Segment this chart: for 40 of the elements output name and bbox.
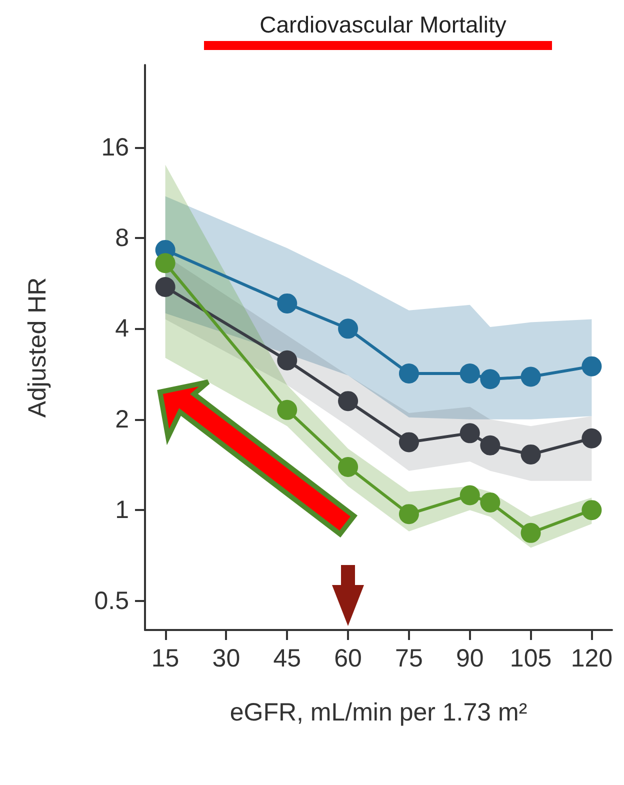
x-tick-label: 75 [395, 644, 423, 672]
point [480, 435, 500, 456]
point [277, 350, 298, 370]
point [582, 356, 602, 376]
x-tick-label: 120 [570, 644, 613, 672]
point [460, 423, 480, 444]
point [520, 366, 541, 387]
x-axis-title: eGFR, mL/min per 1.73 m² [230, 698, 528, 726]
point [155, 277, 176, 297]
point [398, 504, 419, 524]
x-tick-label: 30 [212, 644, 240, 672]
chart-title: Cardiovascular Mortality [260, 12, 507, 38]
y-tick-label: 0.5 [94, 586, 129, 615]
y-axis-title: Adjusted HR [24, 277, 52, 418]
x-tick-label: 90 [456, 644, 484, 672]
point [338, 318, 358, 339]
y-tick-label: 8 [115, 224, 129, 252]
point [520, 522, 541, 543]
point [338, 457, 358, 477]
x-tick-label: 105 [510, 644, 552, 672]
y-tick-label: 16 [101, 133, 129, 162]
point [582, 428, 602, 448]
point [480, 369, 500, 390]
y-tick-label: 2 [115, 405, 129, 434]
y-tick-label: 1 [115, 496, 129, 524]
point [277, 293, 298, 314]
x-tick-label: 45 [273, 644, 302, 672]
point [582, 500, 602, 520]
point [460, 364, 480, 384]
point [520, 444, 541, 464]
point [460, 485, 480, 506]
point [398, 432, 419, 452]
x-tick-label: 15 [151, 644, 180, 672]
y-tick-label: 4 [115, 314, 130, 343]
x-tick-label: 60 [334, 644, 362, 672]
point [155, 253, 176, 274]
point [338, 391, 358, 412]
point [480, 492, 500, 512]
point [398, 364, 419, 384]
point [277, 400, 298, 420]
